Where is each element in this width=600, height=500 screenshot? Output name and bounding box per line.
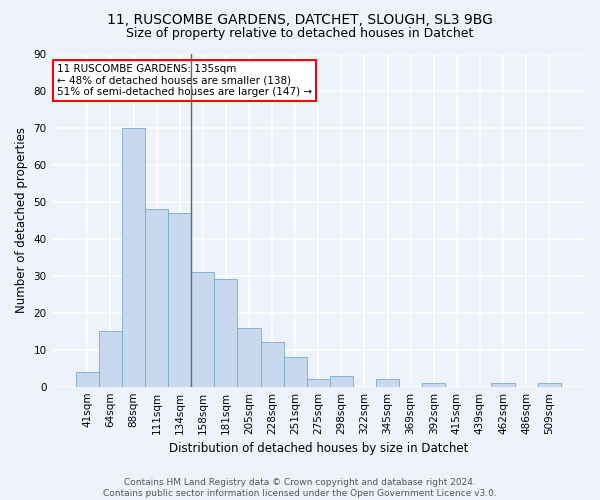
Bar [307, 380, 330, 386]
Bar [538, 383, 561, 386]
Bar [330, 376, 353, 386]
Bar [99, 331, 122, 386]
Bar [491, 383, 515, 386]
Text: Contains HM Land Registry data © Crown copyright and database right 2024.
Contai: Contains HM Land Registry data © Crown c… [103, 478, 497, 498]
Text: 11, RUSCOMBE GARDENS, DATCHET, SLOUGH, SL3 9BG: 11, RUSCOMBE GARDENS, DATCHET, SLOUGH, S… [107, 12, 493, 26]
Bar [122, 128, 145, 386]
Bar [376, 380, 399, 386]
Bar [214, 280, 238, 386]
Bar [76, 372, 99, 386]
Y-axis label: Number of detached properties: Number of detached properties [15, 128, 28, 314]
Bar [238, 328, 260, 386]
Bar [191, 272, 214, 386]
Text: 11 RUSCOMBE GARDENS: 135sqm
← 48% of detached houses are smaller (138)
51% of se: 11 RUSCOMBE GARDENS: 135sqm ← 48% of det… [57, 64, 312, 97]
Bar [422, 383, 445, 386]
Bar [168, 213, 191, 386]
Text: Size of property relative to detached houses in Datchet: Size of property relative to detached ho… [127, 28, 473, 40]
Bar [284, 357, 307, 386]
X-axis label: Distribution of detached houses by size in Datchet: Distribution of detached houses by size … [169, 442, 468, 455]
Bar [260, 342, 284, 386]
Bar [145, 210, 168, 386]
